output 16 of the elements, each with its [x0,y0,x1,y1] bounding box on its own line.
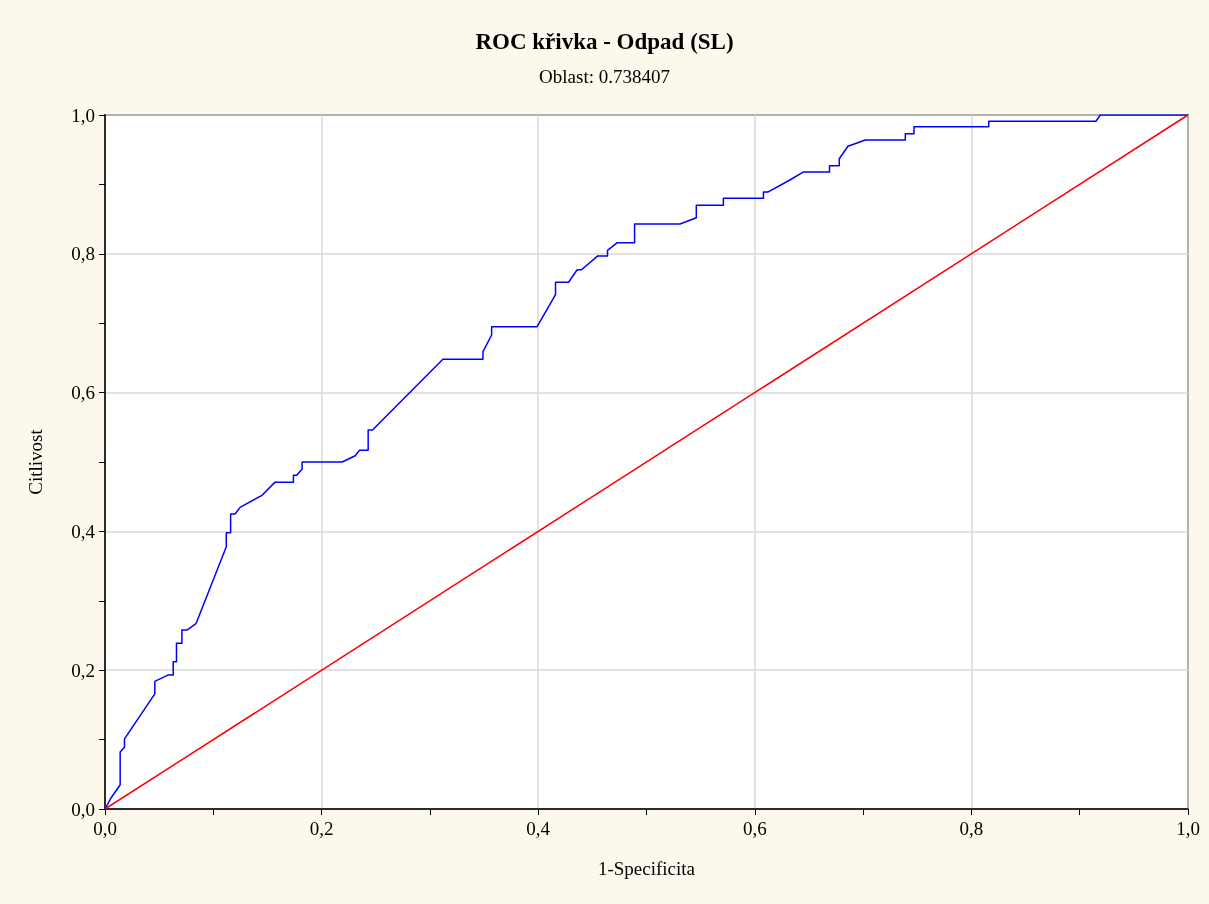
y-tick-label: 1,0 [71,104,95,126]
chart-subtitle: Oblast: 0.738407 [539,66,670,87]
x-tick-label: 0,4 [526,818,551,839]
y-tick-label: 0,0 [71,798,95,820]
y-tick-label: 0,4 [71,520,96,542]
chart-title: ROC křivka - Odpad (SL) [475,29,734,54]
y-tick-label: 0,2 [71,659,95,681]
x-tick-label: 1,0 [1176,818,1200,839]
y-tick-label: 0,8 [71,243,95,265]
x-tick-label: 0,8 [959,818,984,839]
x-tick-label: 0,6 [742,818,767,839]
x-tick-label: 0,2 [309,818,334,839]
y-tick-label: 0,6 [71,382,95,404]
x-axis-title: 1-Specificita [597,858,696,879]
y-axis-title: Citlivost [25,428,46,495]
x-tick-label: 0,0 [93,818,117,839]
